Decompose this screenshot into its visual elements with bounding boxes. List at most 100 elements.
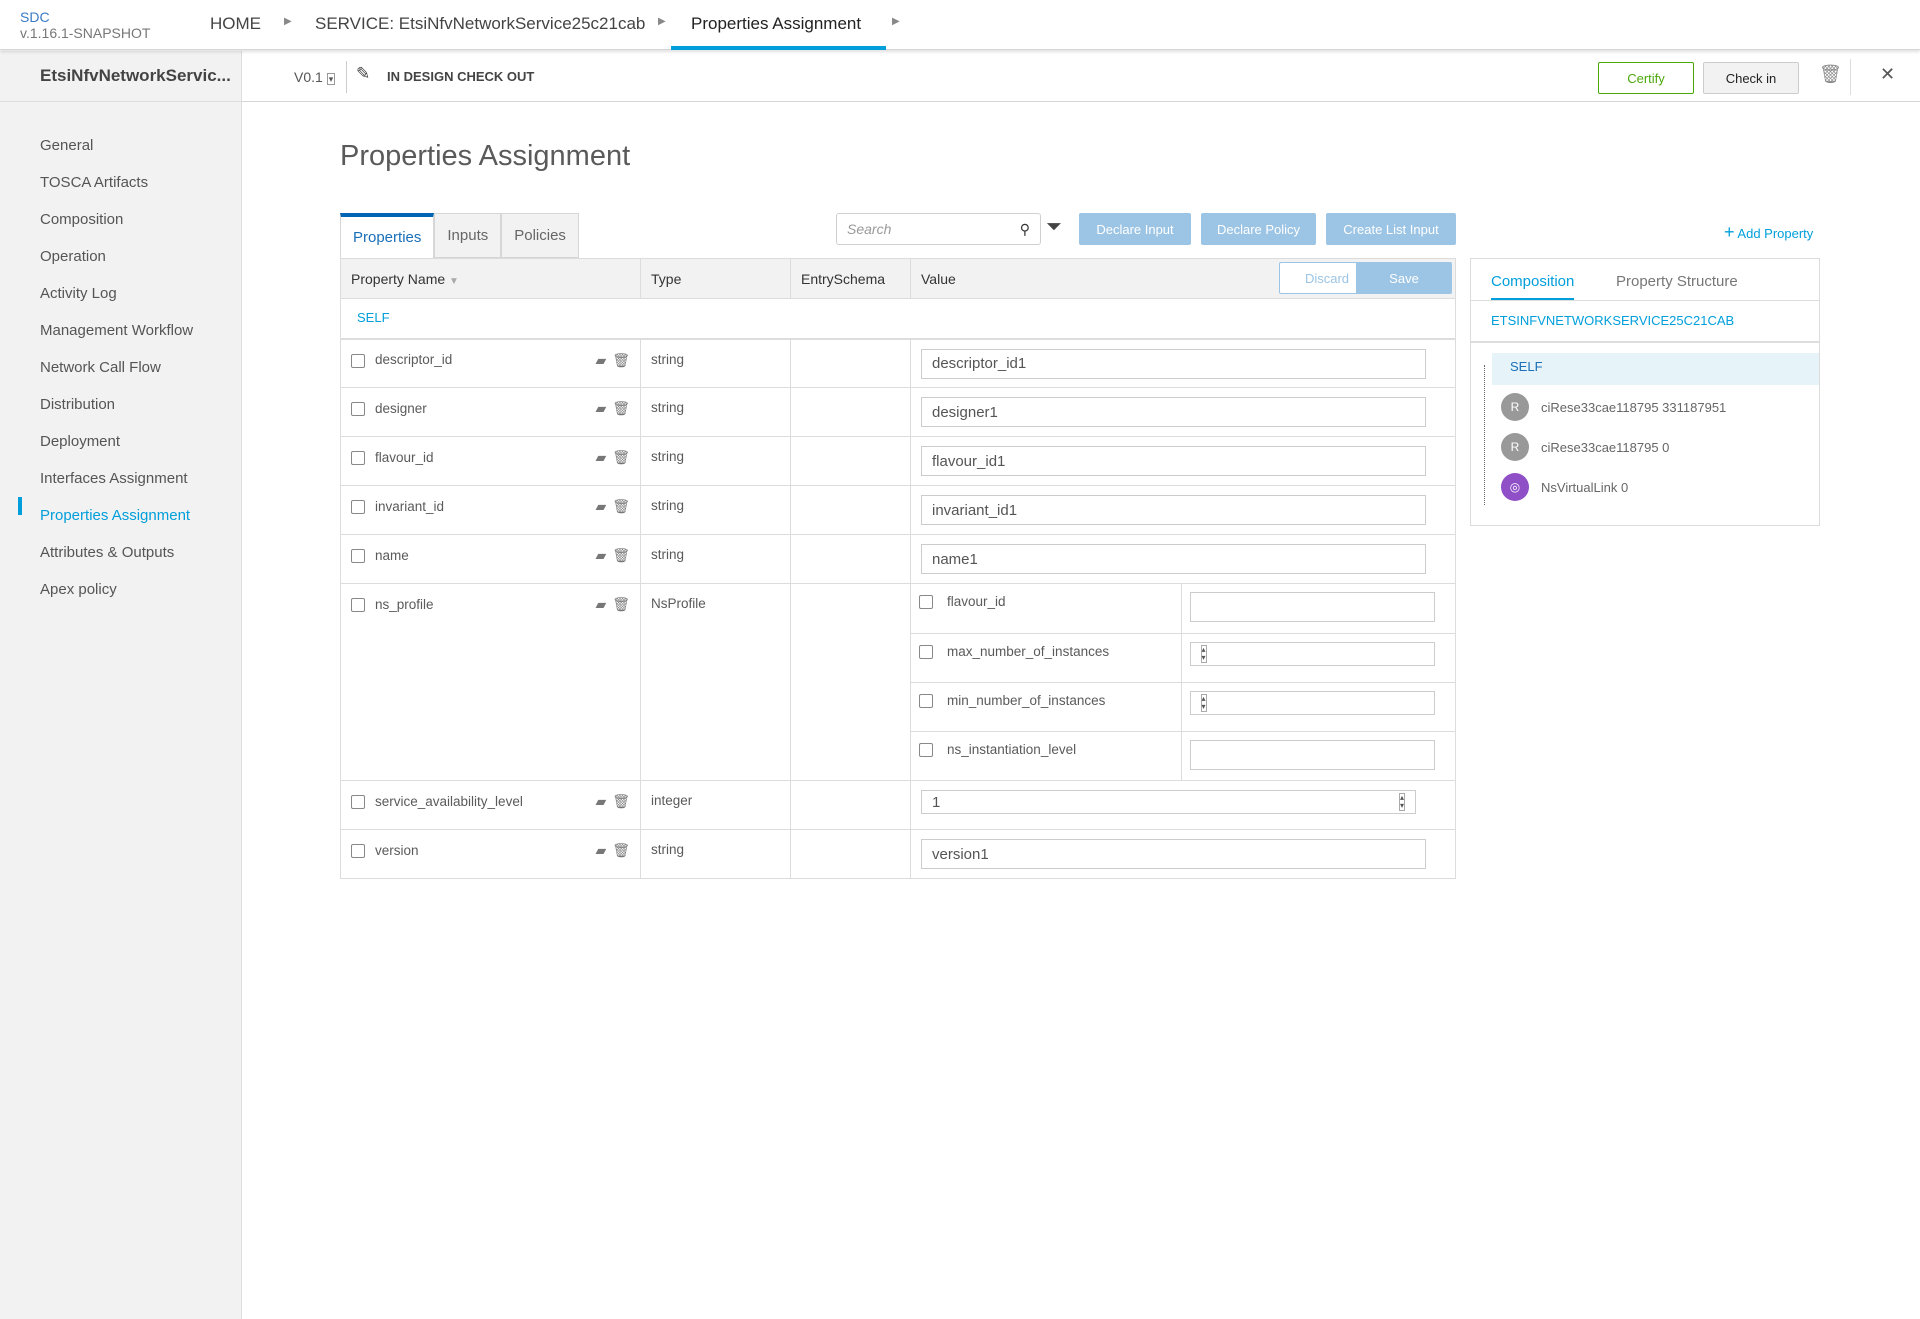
tree-item-self[interactable]: SELF [1492, 353, 1819, 385]
table-header: Property Name ▼ Type EntrySchema Value D… [340, 258, 1456, 299]
field-value-input[interactable] [1189, 592, 1435, 622]
property-name: ns_profile [375, 596, 434, 612]
row-checkbox[interactable] [351, 402, 365, 417]
row-checkbox[interactable] [351, 500, 365, 515]
properties-tabs: Properties Inputs Policies [340, 213, 579, 258]
sidebar-item[interactable]: Network Call Flow [40, 359, 161, 376]
comment-icon[interactable]: ▰ [595, 547, 607, 563]
app-logo[interactable]: SDC [20, 9, 50, 25]
value-input[interactable]: flavour_id1 [921, 446, 1426, 476]
row-checkbox[interactable] [351, 844, 365, 859]
tab-composition[interactable]: Composition [1491, 273, 1575, 301]
right-panel: Composition Property Structure ETSINFVNE… [1470, 258, 1820, 526]
comment-icon[interactable]: ▰ [595, 596, 607, 612]
sidebar-item[interactable]: Composition [40, 211, 124, 228]
comment-icon[interactable]: ▰ [595, 498, 607, 514]
field-name: flavour_id [947, 594, 1006, 609]
value-input[interactable]: 1 ▴ ▾ [921, 790, 1416, 814]
search-input[interactable]: Search ⚲ [836, 213, 1041, 245]
comment-icon[interactable]: ▰ [595, 842, 607, 858]
tree-item[interactable]: ◎ NsVirtualLink 0 [1501, 473, 1628, 501]
value-input[interactable]: invariant_id1 [921, 495, 1426, 525]
property-name: service_availability_level [375, 793, 523, 809]
sidebar-item[interactable]: General [40, 137, 94, 154]
field-checkbox[interactable] [919, 693, 933, 708]
chevron-right-icon: ▶ [284, 16, 292, 27]
sidebar-item[interactable]: Operation [40, 248, 106, 265]
trash-icon[interactable]: 🗑 [612, 842, 630, 858]
field-value-input[interactable] [1189, 739, 1435, 770]
sort-icon: ▼ [449, 275, 459, 287]
nested-field-row: ns_instantiation_level [911, 731, 1455, 780]
sidebar-item[interactable]: Deployment [40, 433, 121, 450]
sidebar-item[interactable]: TOSCA Artifacts [40, 174, 149, 191]
trash-icon[interactable]: 🗑 [612, 351, 630, 368]
tab-policies[interactable]: Policies [501, 213, 579, 258]
spinner-icon[interactable]: ▴ ▾ [1200, 693, 1207, 712]
trash-icon[interactable]: 🗑 [612, 547, 630, 563]
sidebar-item[interactable]: Interfaces Assignment [40, 470, 188, 487]
row-checkbox[interactable] [351, 549, 365, 564]
value-input[interactable]: designer1 [921, 397, 1426, 427]
spinner-icon[interactable]: ▴ ▾ [1200, 644, 1207, 663]
sidebar-item[interactable]: Properties Assignment [40, 507, 191, 524]
comment-icon[interactable]: ▰ [595, 449, 607, 465]
create-list-input-button[interactable]: Create List Input [1326, 213, 1456, 245]
sidebar-item[interactable]: Apex policy [40, 581, 117, 598]
row-checkbox[interactable] [351, 451, 365, 466]
comment-icon[interactable]: ▰ [595, 351, 607, 368]
value-input[interactable]: name1 [921, 544, 1426, 574]
declare-policy-button[interactable]: Declare Policy [1201, 213, 1316, 245]
trash-icon[interactable]: 🗑 [612, 596, 630, 612]
delete-icon[interactable]: 🗑 [1819, 64, 1842, 84]
value-input[interactable]: version1 [921, 839, 1426, 869]
sidebar-item[interactable]: Attributes & Outputs [40, 544, 175, 561]
comment-icon[interactable]: ▰ [595, 793, 607, 809]
field-checkbox[interactable] [919, 742, 933, 757]
row-checkbox[interactable] [351, 795, 365, 810]
field-value-input[interactable]: ▴ ▾ [1189, 690, 1435, 715]
field-name: max_number_of_instances [947, 643, 1110, 659]
save-button[interactable]: Save [1356, 262, 1452, 294]
active-marker [18, 497, 22, 515]
field-checkbox[interactable] [919, 595, 933, 610]
value-input[interactable]: descriptor_id1 [921, 348, 1426, 379]
declare-input-button[interactable]: Declare Input [1079, 213, 1191, 245]
property-type: string [640, 534, 791, 584]
breadcrumb-service[interactable]: SERVICE: EtsiNfvNetworkService25c21cab [315, 14, 646, 33]
sidebar-item[interactable]: Distribution [40, 396, 116, 413]
row-checkbox[interactable] [351, 598, 365, 613]
sidebar-item[interactable]: Management Workflow [40, 322, 194, 339]
close-icon[interactable]: ✕ [1880, 64, 1896, 84]
resource-badge: R [1501, 433, 1529, 461]
trash-icon[interactable]: 🗑 [612, 449, 630, 465]
breadcrumb-home[interactable]: HOME [210, 14, 261, 33]
active-crumb-underline [671, 46, 886, 50]
trash-icon[interactable]: 🗑 [612, 400, 630, 416]
table-row: version ▰ 🗑 string version1 [340, 829, 1456, 879]
group-self: SELF [340, 298, 1456, 340]
col-property-name[interactable]: Property Name ▼ [340, 258, 641, 299]
trash-icon[interactable]: 🗑 [612, 498, 630, 514]
comment-icon[interactable]: ▰ [595, 400, 607, 416]
field-value-input[interactable]: ▴ ▾ [1189, 641, 1435, 666]
field-checkbox[interactable] [919, 644, 933, 659]
breadcrumb-current[interactable]: Properties Assignment [691, 14, 862, 33]
certify-button[interactable]: Certify [1598, 62, 1694, 94]
tab-inputs[interactable]: Inputs [434, 213, 502, 258]
tab-properties[interactable]: Properties [340, 213, 435, 258]
header-label: Property Name [351, 270, 446, 287]
version-select[interactable]: V0.1 ▾ [294, 69, 336, 85]
checkin-button[interactable]: Check in [1703, 62, 1799, 94]
add-property-button[interactable]: + Add Property [1724, 222, 1813, 243]
trash-icon[interactable]: 🗑 [612, 793, 630, 809]
app-version: v.1.16.1-SNAPSHOT [20, 25, 151, 41]
row-checkbox[interactable] [351, 353, 365, 368]
sidebar-item[interactable]: Activity Log [40, 285, 117, 302]
spinner-icon[interactable]: ▴ ▾ [1398, 793, 1405, 811]
filter-icon[interactable]: ⏷ [1046, 216, 1062, 238]
composition-service[interactable]: ETSINFVNETWORKSERVICE25C21CAB [1491, 313, 1735, 328]
tab-property-structure[interactable]: Property Structure [1616, 273, 1738, 290]
